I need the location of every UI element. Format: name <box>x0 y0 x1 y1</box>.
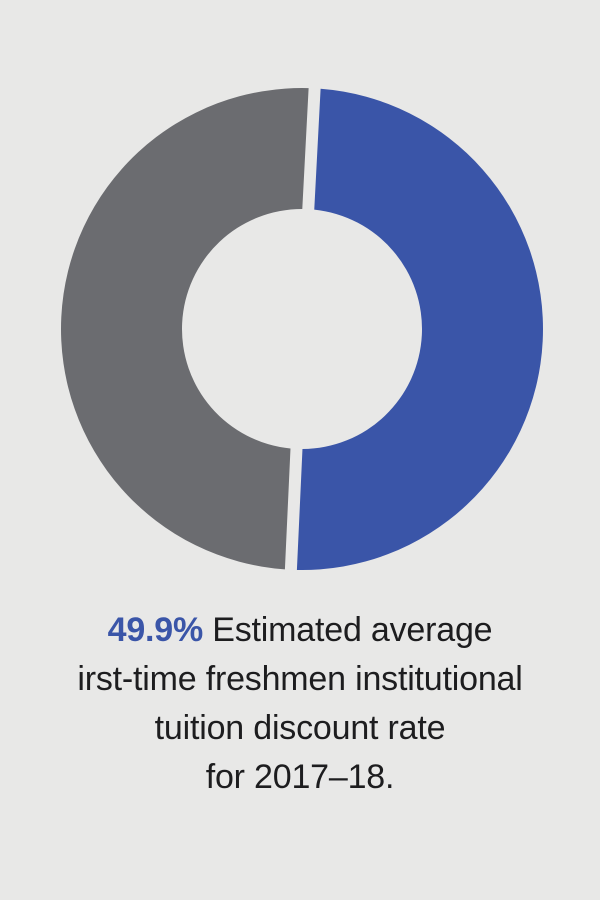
caption-line-4: for 2017–18. <box>205 758 395 796</box>
caption-line-1: 49.9% Estimated average <box>0 606 600 655</box>
chart-caption: 49.9% Estimated average irst-time freshm… <box>0 606 600 802</box>
donut-slice-2 <box>60 88 309 570</box>
donut-chart <box>60 88 543 570</box>
donut-slice-1 <box>296 88 543 570</box>
discount-rate-value: 49.9% <box>107 611 204 649</box>
caption-line-1-text: Estimated average <box>203 611 493 649</box>
caption-line-3: tuition discount rate <box>154 709 446 747</box>
caption-line-2: irst-time freshmen institutional <box>77 660 523 698</box>
